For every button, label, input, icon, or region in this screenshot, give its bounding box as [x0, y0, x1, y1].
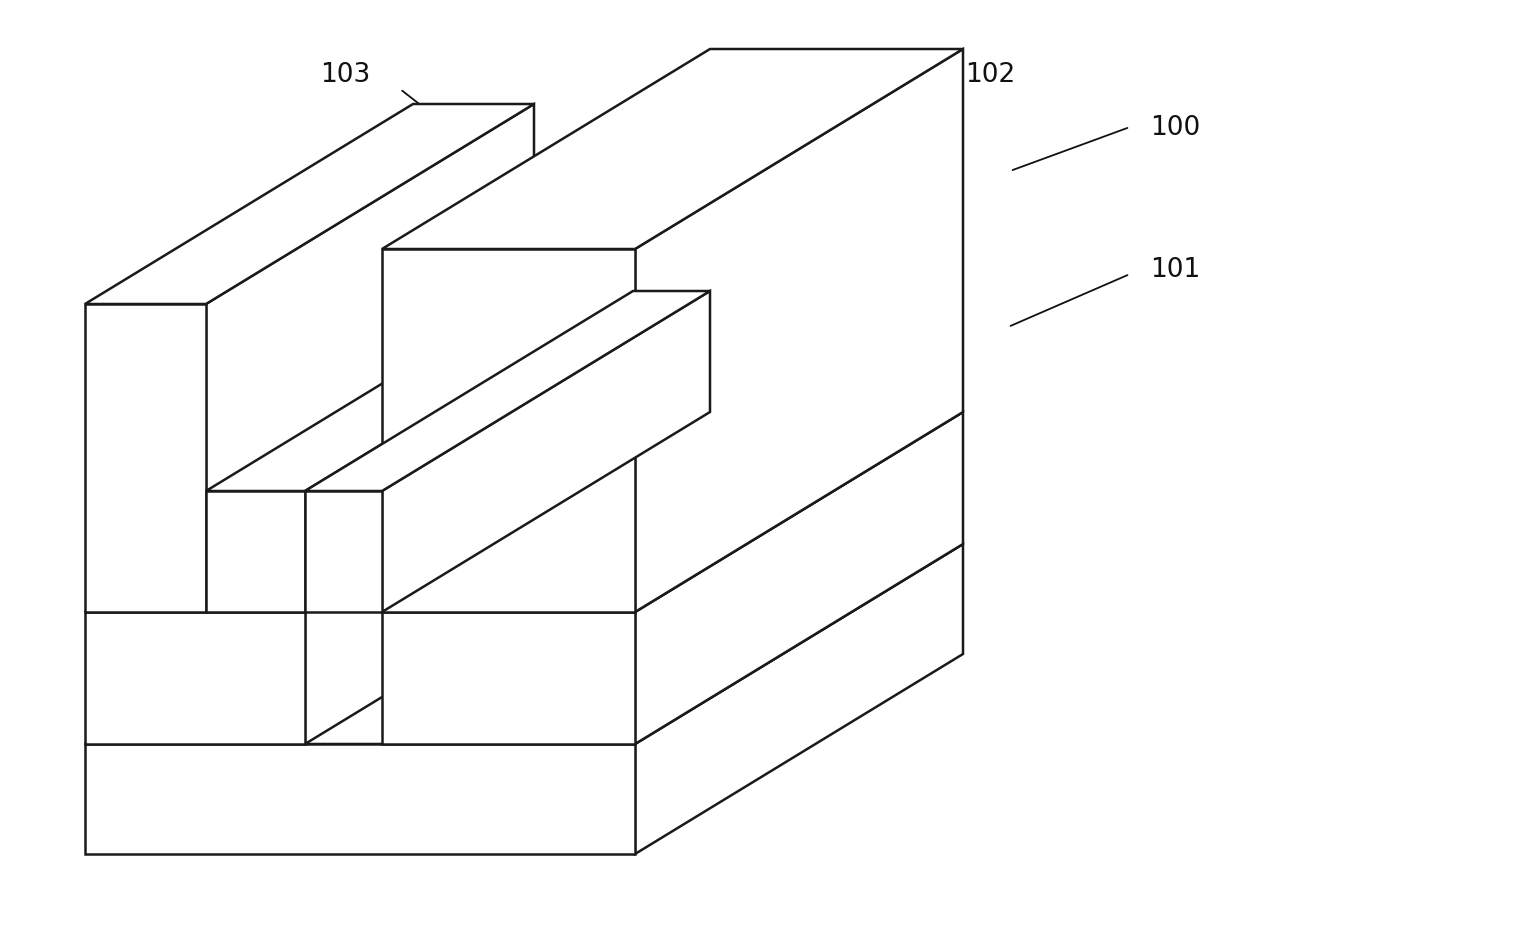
- Text: 103: 103: [320, 62, 370, 88]
- Polygon shape: [205, 291, 633, 492]
- Polygon shape: [382, 50, 963, 250]
- Polygon shape: [85, 413, 633, 612]
- Text: 101: 101: [1151, 257, 1201, 283]
- Polygon shape: [85, 744, 635, 854]
- Text: 102: 102: [965, 62, 1015, 88]
- Polygon shape: [85, 545, 963, 744]
- Text: 100: 100: [1151, 115, 1201, 141]
- Polygon shape: [382, 413, 963, 612]
- Polygon shape: [304, 291, 633, 612]
- Polygon shape: [382, 250, 635, 612]
- Polygon shape: [635, 413, 963, 744]
- Polygon shape: [85, 105, 534, 304]
- Polygon shape: [382, 291, 709, 612]
- Polygon shape: [304, 492, 382, 612]
- Polygon shape: [85, 304, 205, 612]
- Polygon shape: [635, 50, 963, 612]
- Polygon shape: [205, 105, 534, 612]
- Polygon shape: [304, 413, 633, 744]
- Polygon shape: [85, 612, 304, 744]
- Polygon shape: [304, 291, 709, 492]
- Polygon shape: [205, 492, 304, 612]
- Polygon shape: [635, 545, 963, 854]
- Polygon shape: [382, 612, 635, 744]
